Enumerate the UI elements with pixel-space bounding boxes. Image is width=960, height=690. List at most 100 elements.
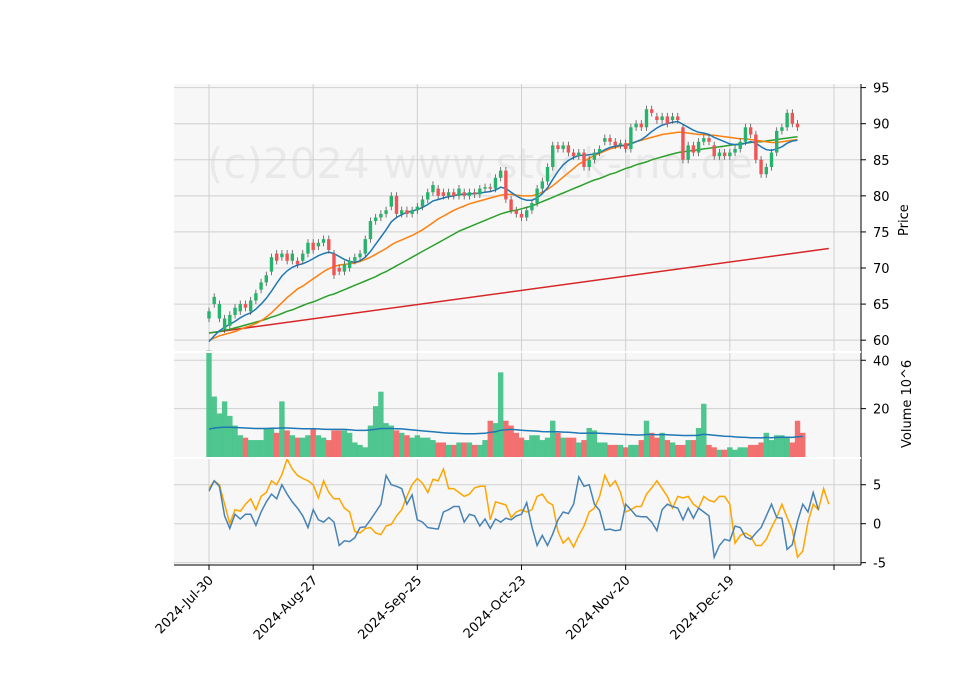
- candle-body-88: [665, 116, 670, 124]
- candle-body-99: [722, 152, 727, 157]
- macd-y-tick-label-1: 0: [873, 518, 881, 533]
- price-y-tick-label-0: 60: [873, 334, 890, 349]
- volume-bar-102: [737, 447, 743, 457]
- volume-bar-45: [440, 442, 447, 457]
- candle-body-26: [342, 264, 347, 272]
- candle-body-105: [754, 134, 758, 160]
- volume-bar-92: [685, 440, 691, 457]
- volume-bar-30: [362, 447, 368, 457]
- candle-body-79: [618, 143, 623, 146]
- candle-body-2: [217, 304, 222, 319]
- candle-body-102: [738, 141, 742, 149]
- candle-body-16: [290, 253, 295, 261]
- volume-bar-23: [326, 440, 332, 457]
- candle-body-84: [644, 109, 649, 128]
- candle-body-61: [525, 210, 529, 218]
- candle-body-33: [379, 213, 383, 218]
- price-axis-title: Price: [897, 204, 912, 236]
- candle-body-71: [577, 152, 581, 157]
- volume-bar-31: [367, 425, 374, 457]
- volume-bar-72: [581, 440, 587, 457]
- candle-body-0: [207, 311, 211, 319]
- candle-body-101: [733, 148, 737, 153]
- price-y-tick-label-7: 95: [873, 82, 890, 97]
- candle-body-91: [681, 127, 685, 160]
- volume-bar-11: [263, 427, 269, 457]
- volume-bar-76: [602, 442, 608, 457]
- volume-bar-38: [404, 435, 410, 457]
- candle-body-32: [373, 217, 378, 222]
- macd-y-tick-label-2: 5: [873, 479, 881, 494]
- volume-bar-5: [232, 425, 238, 457]
- candle-body-43: [431, 185, 435, 193]
- volume-bar-47: [451, 444, 457, 457]
- candle-body-111: [785, 112, 789, 128]
- candle-body-75: [597, 148, 602, 153]
- volume-bar-99: [721, 449, 728, 457]
- volume-bar-69: [565, 437, 572, 457]
- volume-bar-26: [341, 430, 348, 457]
- volume-bar-36: [393, 430, 400, 457]
- volume-bar-14: [279, 401, 285, 457]
- candle-body-1: [212, 296, 216, 305]
- volume-bar-13: [274, 432, 280, 457]
- candle-body-100: [728, 152, 732, 157]
- candle-body-13: [275, 253, 279, 261]
- candle-body-68: [561, 145, 565, 149]
- candle-body-22: [321, 239, 326, 243]
- volume-bar-62: [529, 435, 535, 457]
- volume-bar-71: [576, 442, 582, 457]
- volume-bar-50: [466, 442, 473, 457]
- candle-body-66: [551, 145, 555, 167]
- volume-bar-3: [221, 401, 228, 457]
- candle-body-106: [759, 159, 763, 175]
- macd-signal-line: [208, 457, 830, 559]
- volume-bar-37: [399, 432, 405, 457]
- candle-body-59: [514, 210, 518, 214]
- candle-body-19: [306, 242, 310, 254]
- volume-bar-105: [753, 444, 759, 457]
- candle-body-5: [233, 307, 237, 315]
- volume-bar-86: [654, 437, 660, 457]
- price-y-tick-label-4: 80: [873, 190, 890, 205]
- candle-body-46: [446, 192, 451, 196]
- candle-body-11: [264, 275, 268, 283]
- volume-bar-54: [487, 420, 493, 457]
- volume-bar-41: [419, 437, 426, 457]
- volume-bar-20: [310, 427, 316, 457]
- candle-body-65: [545, 166, 550, 182]
- volume-bar-80: [622, 447, 629, 457]
- price-y-tick-label-2: 70: [873, 262, 890, 277]
- volume-bar-74: [591, 430, 598, 457]
- candle-body-63: [535, 188, 539, 204]
- volume-bar-1: [211, 396, 217, 457]
- candle-body-110: [780, 127, 784, 131]
- volume-average-line: [208, 426, 803, 439]
- candle-body-60: [519, 213, 524, 218]
- candle-body-12: [269, 257, 274, 272]
- volume-bar-90: [675, 444, 681, 457]
- volume-bar-63: [534, 435, 540, 457]
- candle-body-108: [769, 152, 774, 167]
- candle-body-9: [254, 293, 258, 301]
- volume-bar-12: [268, 427, 275, 457]
- price-y-tick-label-6: 90: [873, 118, 890, 133]
- volume-bar-89: [669, 442, 676, 457]
- candle-body-97: [712, 145, 716, 157]
- volume-bar-24: [331, 430, 337, 457]
- candle-body-113: [795, 123, 800, 128]
- volume-bar-0: [206, 350, 212, 457]
- candle-body-94: [696, 141, 701, 153]
- volume-bar-83: [638, 440, 644, 457]
- volume-bar-91: [680, 444, 686, 457]
- volume-bars: [206, 350, 806, 457]
- volume-bar-64: [539, 440, 546, 457]
- volume-bar-68: [560, 437, 566, 457]
- candle-body-85: [650, 109, 654, 113]
- candle-body-30: [363, 239, 367, 254]
- volume-bar-17: [294, 437, 301, 457]
- candle-body-37: [400, 210, 404, 214]
- volume-bar-85: [649, 432, 655, 457]
- volume-bar-82: [633, 444, 639, 457]
